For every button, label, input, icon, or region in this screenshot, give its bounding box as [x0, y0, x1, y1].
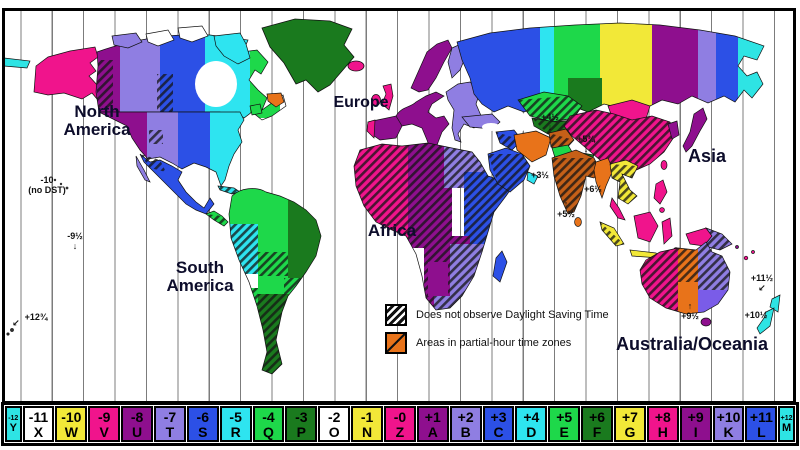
- tz-cell--10: -10 W: [55, 406, 88, 442]
- timezone-bar: -12 Y -11 X -10 W -9 V -8 U -7 T -6 S -5 R -4 Q -3 P -2 O -1 N -…: [1, 402, 799, 446]
- tz-cell--4: -4 Q: [252, 406, 285, 442]
- tz-offset-label: +4: [523, 408, 540, 425]
- tz-offset-label: -11: [28, 408, 49, 425]
- tz-cell--5: -5 R: [219, 406, 252, 442]
- tz-offset-label: +11: [749, 408, 773, 425]
- tz-cell--7: -7 T: [153, 406, 186, 442]
- tz-letter-label: C: [493, 423, 504, 440]
- tz-offset-label: +2: [457, 408, 474, 425]
- tz-offset-label: +1: [424, 408, 441, 425]
- tz-letter-label: X: [33, 423, 44, 440]
- tz-letter-label: A: [427, 423, 438, 440]
- tz-offset-label: +10: [716, 408, 741, 425]
- region-oceania: [6, 211, 781, 336]
- tz-cell-+3: +3 C: [482, 406, 515, 442]
- tz-offset-label: -4: [262, 408, 275, 425]
- tz-cell-+10: +10 K: [712, 406, 745, 442]
- tz-letter-label: Z: [395, 423, 405, 440]
- tz-letter-label: R: [230, 423, 241, 440]
- tz-letter-label: E: [559, 423, 569, 440]
- partial-hour-orange-swatch: [385, 332, 407, 354]
- legend-item-partial-hour-orange: Areas in partial-hour time zones: [385, 331, 609, 355]
- tz-cell-+6: +6 F: [581, 406, 614, 442]
- region-africa: [353, 142, 517, 311]
- tz-letter-label: W: [64, 423, 78, 440]
- tz-letter-label: L: [757, 423, 766, 440]
- tz-letter-label: P: [296, 423, 307, 440]
- tz-cell-+7: +7 G: [614, 406, 646, 442]
- tz-offset-label: +5: [556, 408, 573, 425]
- tz-offset-label: -5: [229, 408, 242, 425]
- map-legend: Does not observe Daylight Saving Time Are…: [385, 303, 609, 355]
- tz-offset-label: -2: [327, 408, 341, 425]
- tz-letter-label: Y: [9, 421, 17, 434]
- tz-letter-label: Q: [263, 423, 274, 440]
- no-dst-hatch-swatch: [385, 304, 407, 326]
- region-greenland-iceland: [261, 18, 365, 93]
- tz-cell--8: -8 U: [121, 406, 153, 442]
- tz-cell-+1: +1 A: [416, 406, 449, 442]
- tz-cell--3: -3 P: [285, 406, 318, 442]
- tz-letter-label: B: [460, 423, 471, 440]
- tz-cell--12: -12 Y: [5, 406, 22, 442]
- tz-cell-+9: +9 I: [679, 406, 712, 442]
- legend-label: Does not observe Daylight Saving Time: [416, 309, 609, 321]
- tz-offset-label: +9: [687, 408, 704, 425]
- tz-cell-+12: +12 M: [778, 406, 795, 442]
- tz-letter-label: I: [693, 423, 698, 440]
- tz-cell-+2: +2 B: [449, 406, 482, 442]
- tz-letter-label: O: [328, 423, 340, 440]
- tz-offset-label: -8: [130, 408, 144, 425]
- tz-letter-label: N: [362, 423, 373, 440]
- tz-letter-label: V: [99, 423, 109, 440]
- tz-cell--0: -0 Z: [384, 406, 416, 442]
- legend-item-no-dst-hatch: Does not observe Daylight Saving Time: [385, 303, 609, 327]
- tz-offset-label: +6: [589, 408, 606, 425]
- tz-letter-label: G: [624, 423, 636, 440]
- tz-cell-+4: +4 D: [515, 406, 548, 442]
- tz-letter-label: T: [165, 423, 175, 440]
- region-east-asia: [551, 107, 708, 227]
- legend-label: Areas in partial-hour time zones: [416, 337, 572, 349]
- tz-letter-label: H: [657, 423, 668, 440]
- tz-cell-+5: +5 E: [548, 406, 581, 442]
- tz-offset-label: -9: [97, 408, 111, 425]
- tz-offset-label: -7: [163, 408, 177, 425]
- tz-cell--1: -1 N: [351, 406, 383, 442]
- tz-offset-label: +3: [490, 408, 507, 425]
- tz-cell--9: -9 V: [88, 406, 121, 442]
- tz-offset-label: -10: [61, 408, 82, 425]
- tz-offset-label: -12: [8, 414, 19, 422]
- tz-cell-+8: +8 H: [646, 406, 679, 442]
- tz-letter-label: K: [723, 423, 734, 440]
- tz-letter-label: M: [782, 421, 792, 434]
- tz-offset-label: -0: [393, 408, 407, 425]
- tz-letter-label: F: [592, 423, 602, 440]
- tz-letter-label: S: [198, 423, 208, 440]
- tz-offset-label: -6: [196, 408, 209, 425]
- tz-cell--2: -2 O: [318, 406, 351, 442]
- tz-cell--6: -6 S: [186, 406, 219, 442]
- tz-letter-label: U: [131, 423, 143, 440]
- tz-offset-label: +12: [780, 414, 793, 422]
- tz-offset-label: -3: [295, 408, 308, 425]
- tz-cell--11: -11 X: [22, 406, 55, 442]
- tz-offset-label: -1: [360, 408, 374, 425]
- tz-offset-label: +7: [621, 408, 638, 425]
- tz-letter-label: D: [526, 423, 537, 440]
- region-russia: [456, 22, 765, 124]
- tz-cell-+11: +11 L: [745, 406, 778, 442]
- tz-offset-label: +8: [654, 408, 671, 425]
